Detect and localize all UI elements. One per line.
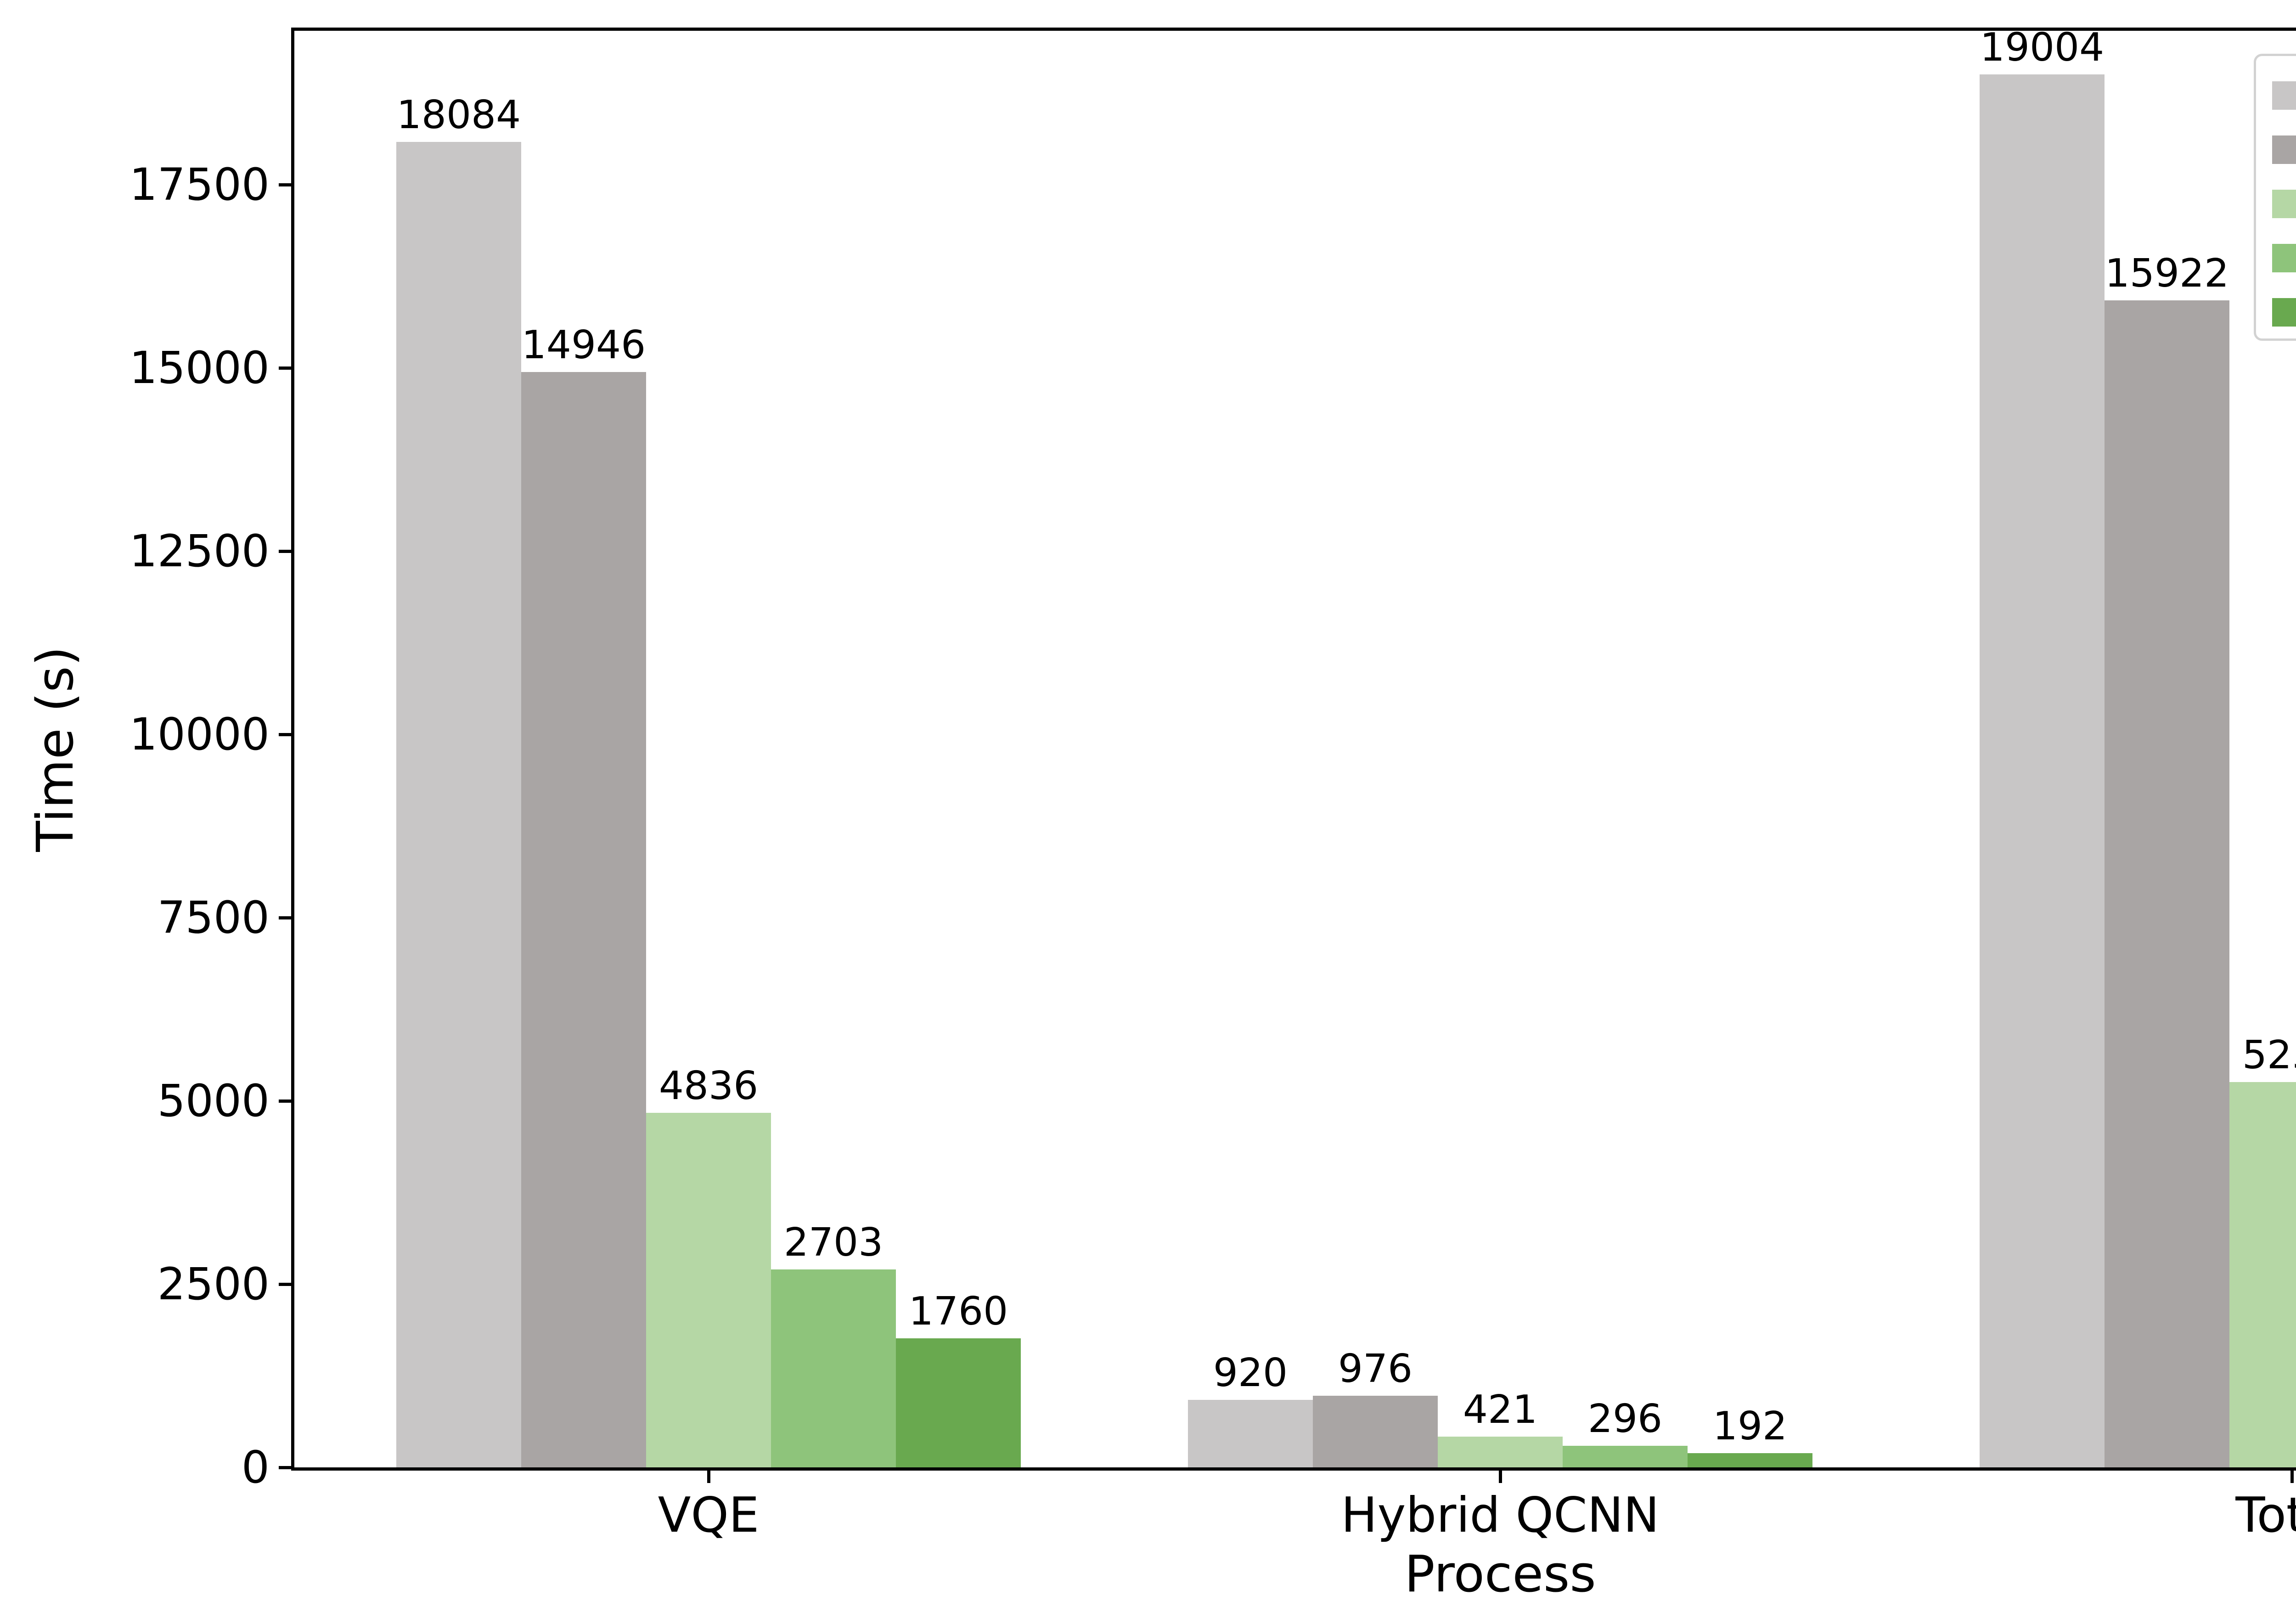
bar-4-gpu-a100--vqe (896, 1338, 1021, 1467)
bar-4-gpu-a100--hybrid-qcnn (1688, 1453, 1812, 1467)
y-tick-label: 5000 (157, 1075, 270, 1127)
bar-2-gpu-a100--vqe (771, 1269, 896, 1467)
y-tick-mark (279, 1100, 291, 1103)
legend-swatch-icon (2272, 244, 2296, 272)
bar-value-label: 15922 (2105, 250, 2229, 296)
bar-value-label: 976 (1338, 1346, 1413, 1392)
bar-value-label: 19004 (1980, 24, 2105, 70)
bar-intel-cpu-hybrid-qcnn (1188, 1400, 1313, 1467)
y-tick-label: 17500 (129, 159, 270, 210)
bar-value-label: 5257 (2242, 1032, 2296, 1078)
bar-value-label: 296 (1587, 1396, 1663, 1442)
legend-swatch-icon (2272, 298, 2296, 327)
bar-1-gpu-a100--hybrid-qcnn (1438, 1437, 1563, 1467)
bar-2-gpu-a100--hybrid-qcnn (1563, 1446, 1688, 1467)
bar-value-label: 192 (1712, 1403, 1788, 1449)
bar-intel-cpu-vqe (396, 142, 521, 1467)
bar-1-gpu-a100--vqe (646, 1113, 771, 1467)
bar-intel-cpu-total (1980, 74, 2105, 1467)
y-tick-mark (279, 550, 291, 553)
legend-item: Apple M1 (2256, 135, 2296, 164)
x-tick-label-hybrid-qcnn: Hybrid QCNN (1341, 1487, 1660, 1543)
bar-apple-m1-hybrid-qcnn (1313, 1396, 1438, 1467)
bar-value-label: 2703 (783, 1219, 884, 1265)
bar-apple-m1-total (2105, 300, 2229, 1467)
bar-value-label: 421 (1463, 1387, 1538, 1432)
legend-swatch-icon (2272, 190, 2296, 218)
x-tick-mark (707, 1471, 710, 1483)
bar-value-label: 14946 (521, 322, 646, 368)
y-tick-label: 12500 (129, 525, 270, 577)
bar-apple-m1-vqe (521, 372, 646, 1467)
y-tick-mark (279, 733, 291, 736)
y-tick-mark (279, 1466, 291, 1469)
y-tick-label: 7500 (157, 892, 270, 943)
legend: Intel CPU Apple M1 1 * GPU (A100) 2 * GPU (… (2254, 54, 2296, 341)
bar-value-label: 18084 (396, 92, 521, 138)
legend-item: 1 * GPU (A100) (2256, 190, 2296, 218)
y-tick-mark (279, 916, 291, 919)
x-tick-mark (1499, 1471, 1502, 1483)
legend-swatch-icon (2272, 135, 2296, 164)
y-tick-label: 15000 (129, 342, 270, 394)
bar-value-label: 4836 (658, 1063, 759, 1109)
x-tick-label-vqe: VQE (658, 1487, 760, 1543)
plot-area: 18084 14946 4836 2703 1760 920 976 421 296 192 190… (291, 24, 2296, 1471)
legend-item: 4 * GPU (A100) (2256, 298, 2296, 327)
y-tick-mark (279, 183, 291, 186)
legend-item: Intel CPU (2256, 81, 2296, 110)
y-tick-label: 0 (241, 1442, 270, 1493)
x-axis-title: Process (1404, 1545, 1596, 1603)
y-tick-mark (279, 1283, 291, 1286)
y-axis-title: Time (s) (26, 646, 84, 852)
bar-1-gpu-a100--total (2229, 1082, 2296, 1467)
y-tick-label: 2500 (157, 1258, 270, 1310)
legend-swatch-icon (2272, 81, 2296, 110)
x-tick-label-total: Total (2235, 1487, 2296, 1543)
y-tick-mark (279, 367, 291, 370)
x-tick-mark (2290, 1471, 2294, 1483)
legend-item: 2 * GPU (A100) (2256, 244, 2296, 272)
y-tick-label: 10000 (129, 709, 270, 760)
bar-value-label: 1760 (908, 1288, 1008, 1334)
bar-value-label: 920 (1213, 1350, 1288, 1396)
